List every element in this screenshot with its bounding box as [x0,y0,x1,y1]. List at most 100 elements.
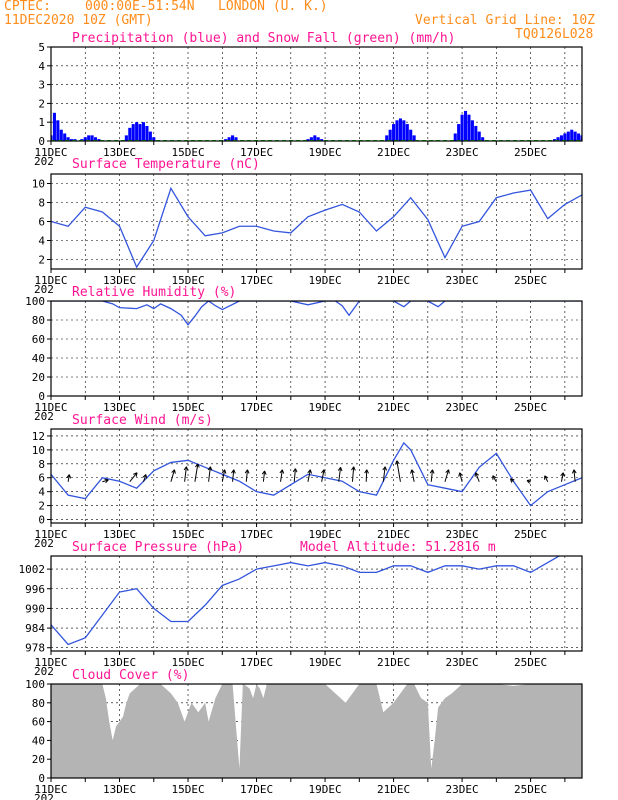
wind-vector-head [294,468,298,473]
wind-vector-head [364,469,368,474]
panel-rh: 0 20 40 60 80 100 11DEC 13DEC 15DEC 17DEC 19DEC 21D… [25,285,583,423]
pressure-series-line [51,556,561,646]
x-date-label: 21DEC [377,656,410,669]
precip-bar [231,135,235,141]
precip-bar [481,137,485,141]
precip-bar [409,129,413,141]
y-tick-label: 60 [32,716,45,729]
wind-vector [208,466,211,482]
precip-bar [59,129,63,141]
wind-vector [280,469,283,482]
y-tick-label: 2 [38,500,45,513]
y-tick-label: 100 [25,678,45,691]
wind-vector-head [307,469,311,474]
x-date-label: 23DEC [446,783,479,796]
wind-vector [382,466,386,482]
wind-vector-head [183,466,187,471]
y-tick-label: 2 [38,97,45,110]
panel-frame [50,173,583,270]
precip-bar [457,124,461,141]
panel-title-precip: Precipitation (blue) and Snow Fall (gree… [72,31,456,46]
wind-vector-head [133,472,138,475]
wind-vector-head [247,469,250,474]
y-tick-label: 6 [38,216,45,229]
year-label-fragment: 202 [34,283,54,296]
wind-vector-head [68,474,72,479]
plot-area-wind [51,441,582,507]
y-tick-label: 80 [32,697,45,710]
wind-vector-head [353,466,356,471]
precip-bar [141,122,146,141]
x-date-label: 21DEC [377,146,410,159]
wind-vector-head [562,472,565,477]
wind-vector [492,475,497,482]
x-date-label: 13DEC [103,401,136,414]
precip-bar [412,135,416,141]
wind-vector-head [224,469,227,474]
precip-bar [70,139,74,141]
wind-vector [459,472,463,482]
wind-vector-head [105,479,109,484]
wind-vector [365,469,368,482]
x-date-label: 17DEC [240,528,273,541]
panel-title-rh: Relative Humidity (%) [72,285,236,300]
wind-vector-head [337,467,341,471]
x-date-label: 19DEC [309,656,342,669]
x-date-label: 19DEC [309,274,342,287]
wind-vector-head [571,469,575,474]
y-tick-label: 1 [38,116,45,129]
panel-title-cloud: Cloud Cover (%) [72,668,189,683]
wind-vector-head [384,466,388,471]
precip-bar [56,120,60,141]
precip-bar [148,131,152,141]
temp-series-line [51,186,582,269]
plot-area-temp [51,186,582,269]
panel-frame [50,46,583,142]
wind-vector-head [510,478,513,483]
precip-bar [477,131,481,141]
y-tick-label: 0 [38,135,45,148]
precip-bar [124,135,128,141]
precip-bar [224,139,228,141]
wind-vector-head [395,460,398,465]
panel-title-wind: Surface Wind (m/s) [72,413,213,428]
precip-bar [563,133,567,141]
precip-bar [131,124,135,141]
precip-bar [316,137,320,141]
year-label-fragment: 202 [34,537,54,550]
wind-vector [396,460,401,482]
cloud-cover-area [51,684,582,778]
wind-vector-head [244,469,248,474]
wind-vector-head [492,475,497,479]
y-tick-label: 12 [32,430,45,443]
y-tick-label: 4 [38,486,45,499]
wind-vector-head [209,466,213,471]
datetime-label: 11DEC2020 10Z (GMT) [4,13,153,28]
precip-bar [138,124,142,141]
precip-bar [566,131,570,141]
x-date-label: 17DEC [240,783,273,796]
wind-vector-head [510,478,515,481]
precip-bar [87,135,91,141]
wind-vector-head [197,463,200,468]
wind-vector [67,474,70,482]
precip-bar [145,125,149,141]
y-tick-label: 4 [38,235,45,248]
wind-vector-head [279,469,283,474]
x-date-label: 25DEC [514,783,547,796]
wind-vector-head [185,466,189,471]
wind-vector [307,469,311,482]
x-date-label: 25DEC [514,274,547,287]
year-label-fragment: 202 [34,410,54,423]
x-date-label: 11DEC [34,528,67,541]
wind-vector [351,466,355,482]
y-tick-label: 984 [25,622,45,635]
x-date-label: 17DEC [240,146,273,159]
x-date-label: 19DEC [309,146,342,159]
wind-vector [444,469,450,482]
plot-area-pressure [51,556,561,646]
wind-vector [262,470,266,482]
x-date-label: 23DEC [446,146,479,159]
y-tick-label: 6 [38,472,45,485]
y-tick-label: 0 [38,772,45,785]
